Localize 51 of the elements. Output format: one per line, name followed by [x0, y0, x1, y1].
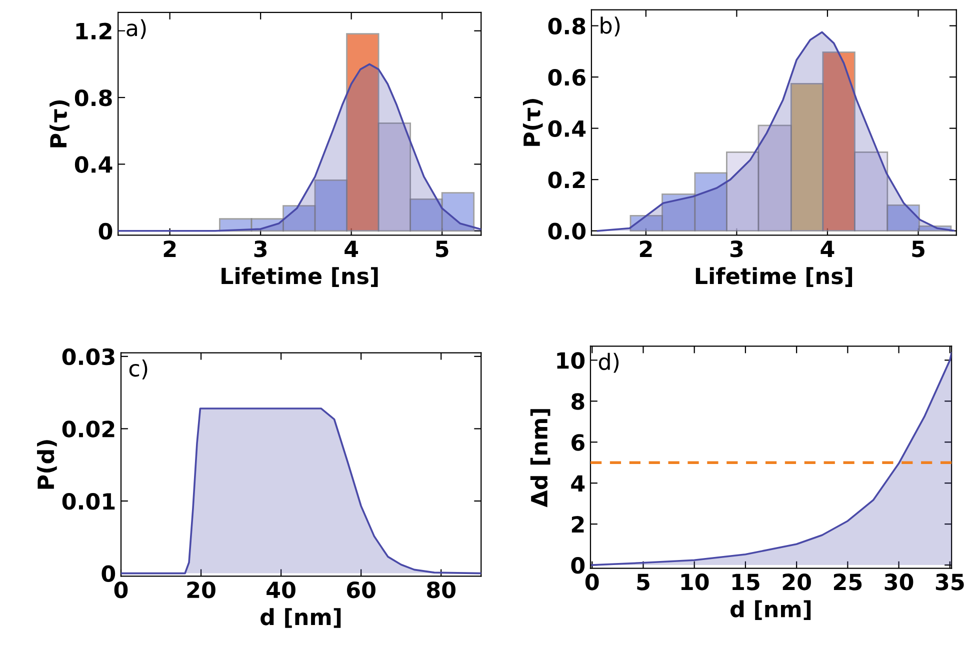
y-tick-label: 0 [98, 222, 112, 240]
y-tick-label: 0.8 [74, 89, 112, 106]
y-tick-label: 0.6 [548, 68, 586, 86]
y-tick-label: 0.4 [548, 120, 586, 138]
x-tick-label: 0 [114, 581, 128, 598]
y-tick-label: 0.03 [62, 348, 114, 366]
x-tick-label: 3 [730, 240, 743, 258]
x-tick-label: 15 [732, 574, 760, 590]
y-tick-label: 0.2 [548, 172, 585, 188]
annotation: b) [600, 16, 620, 36]
x-tick-label: 4 [344, 240, 358, 257]
y-tick-label: 8 [572, 393, 584, 410]
annotation: d) [598, 352, 619, 373]
x-tick-label: 10 [681, 574, 709, 590]
x-tick-label: 30 [884, 574, 914, 590]
y-axis-title: P(τ) [50, 100, 70, 148]
x-axis-title: Lifetime [ns] [222, 267, 378, 287]
y-tick-label: 0.0 [548, 222, 586, 240]
x-tick-label: 4 [820, 240, 834, 257]
annotation: c) [129, 360, 148, 380]
y-tick-label: 6 [572, 434, 584, 451]
y-tick-label: 10 [557, 352, 585, 369]
x-axis-title: Lifetime [ns] [696, 267, 852, 287]
x-tick-label: 5 [637, 574, 650, 590]
x-tick-label: 20 [187, 581, 216, 598]
x-tick-label: 20 [782, 574, 811, 590]
x-tick-label: 5 [912, 240, 924, 258]
x-axis-title: d [nm] [730, 600, 811, 620]
x-tick-label: 60 [346, 581, 376, 598]
y-tick-label: 1.2 [76, 22, 112, 40]
x-tick-label: 2 [640, 240, 652, 257]
x-tick-label: 40 [266, 581, 296, 598]
y-tick-label: 0 [571, 556, 585, 574]
y-tick-label: 4 [571, 475, 585, 492]
x-tick-label: 35 [936, 574, 964, 590]
x-axis-title: d [nm] [260, 608, 341, 628]
x-tick-label: 80 [426, 581, 456, 598]
y-axis-title: P(d) [37, 440, 57, 489]
annotation: a) [126, 19, 146, 39]
x-tick-label: 2 [164, 240, 176, 257]
y-tick-label: 0.01 [62, 492, 115, 510]
y-tick-label: 0.4 [74, 156, 112, 173]
y-axis-title: P(τ) [522, 99, 543, 146]
y-tick-label: 0.02 [62, 420, 114, 438]
x-tick-label: 3 [254, 240, 267, 258]
y-tick-label: 0.8 [548, 18, 586, 35]
y-axis-title: Δd [nm] [530, 409, 550, 508]
x-tick-label: 0 [585, 574, 599, 590]
y-tick-label: 2 [572, 516, 584, 532]
x-tick-label: 5 [436, 240, 448, 258]
x-tick-label: 25 [834, 574, 862, 590]
